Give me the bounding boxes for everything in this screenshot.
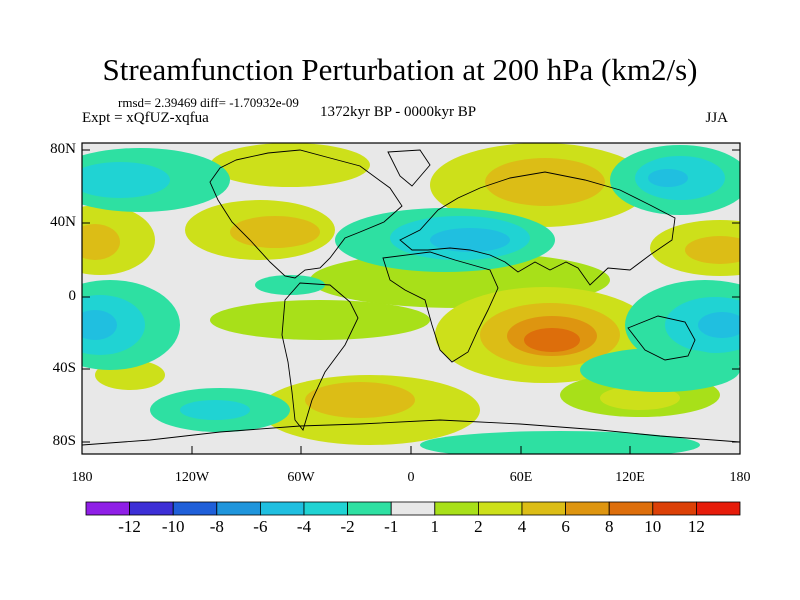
contour-region <box>580 348 740 392</box>
colorbar-label: 8 <box>604 517 614 536</box>
season-label: JJA <box>705 110 728 126</box>
colorbar-swatch <box>216 501 261 516</box>
contour-region <box>82 310 117 340</box>
lon-label-180e: 180 <box>729 470 751 485</box>
colorbar-label: -4 <box>296 517 312 536</box>
lat-label-80s: 80S <box>52 433 76 449</box>
experiment-label: Expt = xQfUZ-xqfua <box>82 110 209 126</box>
colorbar-swatch <box>303 501 348 516</box>
colorbar-label: -8 <box>209 517 224 536</box>
colorbar-swatch <box>390 501 436 516</box>
colorbar-label: -12 <box>118 517 141 536</box>
contour-region <box>420 431 700 454</box>
lat-label-40n: 40N <box>50 214 76 230</box>
colorbar-label: 12 <box>687 517 705 536</box>
lon-label-180w: 180 <box>71 470 93 485</box>
period-label: 1372kyr BP - 0000kyr BP <box>320 104 477 120</box>
colorbar-swatch <box>608 501 654 516</box>
lon-label-0: 0 <box>407 470 415 485</box>
lon-label-60e: 60E <box>509 470 533 485</box>
map-title: Streamfunction Perturbation at 200 hPa (… <box>102 52 698 87</box>
contour-region <box>210 143 370 187</box>
contour-fields <box>82 143 740 454</box>
rmsd-stats: rmsd= 2.39469 diff= -1.70932e-09 <box>118 95 299 110</box>
colorbar-swatch <box>259 501 305 516</box>
contour-region <box>305 382 415 418</box>
contour-region <box>82 162 170 198</box>
colorbar <box>85 501 741 516</box>
lon-label-120w: 120W <box>174 470 210 485</box>
contour-region <box>82 224 120 260</box>
colorbar-swatch <box>347 501 392 516</box>
colorbar-label: -2 <box>340 517 355 536</box>
coastline-europe-asia <box>399 171 676 286</box>
colorbar-label: -1 <box>384 517 399 536</box>
lon-label-120e: 120E <box>615 470 645 485</box>
lon-label-60w: 60W <box>287 470 315 485</box>
colorbar-swatch <box>129 501 174 516</box>
colorbar-swatch <box>434 501 479 516</box>
coastline-australia <box>627 315 696 361</box>
colorbar-label: 10 <box>644 517 662 536</box>
contour-region <box>230 216 320 248</box>
contour-region <box>210 300 430 340</box>
colorbar-label: 2 <box>474 517 483 536</box>
contour-region <box>485 158 605 206</box>
lat-label-40s: 40S <box>52 360 76 376</box>
coastlines <box>82 149 740 446</box>
colorbar-swatch <box>477 501 523 516</box>
contour-region <box>698 312 740 338</box>
coastline-south-america <box>281 282 359 431</box>
contour-region <box>255 275 325 295</box>
colorbar-swatch <box>521 501 566 516</box>
colorbar-label: 6 <box>561 517 570 536</box>
colorbar-label: 1 <box>430 517 440 536</box>
colorbar-swatch <box>565 501 610 516</box>
contour-region <box>430 228 510 252</box>
colorbar-label: -6 <box>253 517 268 536</box>
contour-region <box>180 400 250 420</box>
lat-label-0: 0 <box>68 288 77 304</box>
coastline-antarctica <box>82 419 740 446</box>
colorbar-swatch <box>696 501 741 516</box>
colorbar-swatch <box>172 501 218 516</box>
colorbar-swatch <box>85 501 130 516</box>
lat-label-80n: 80N <box>50 141 76 157</box>
coastline-greenland <box>387 149 431 187</box>
contour-region <box>648 169 688 187</box>
axis-ticks <box>81 149 741 454</box>
coastline-north-america <box>209 149 403 279</box>
contour-region <box>685 236 740 264</box>
colorbar-swatch <box>652 501 697 516</box>
coastline-africa <box>382 251 499 363</box>
colorbar-label: -10 <box>161 517 185 536</box>
colorbar-label: 4 <box>517 517 527 536</box>
contour-region <box>524 328 580 352</box>
